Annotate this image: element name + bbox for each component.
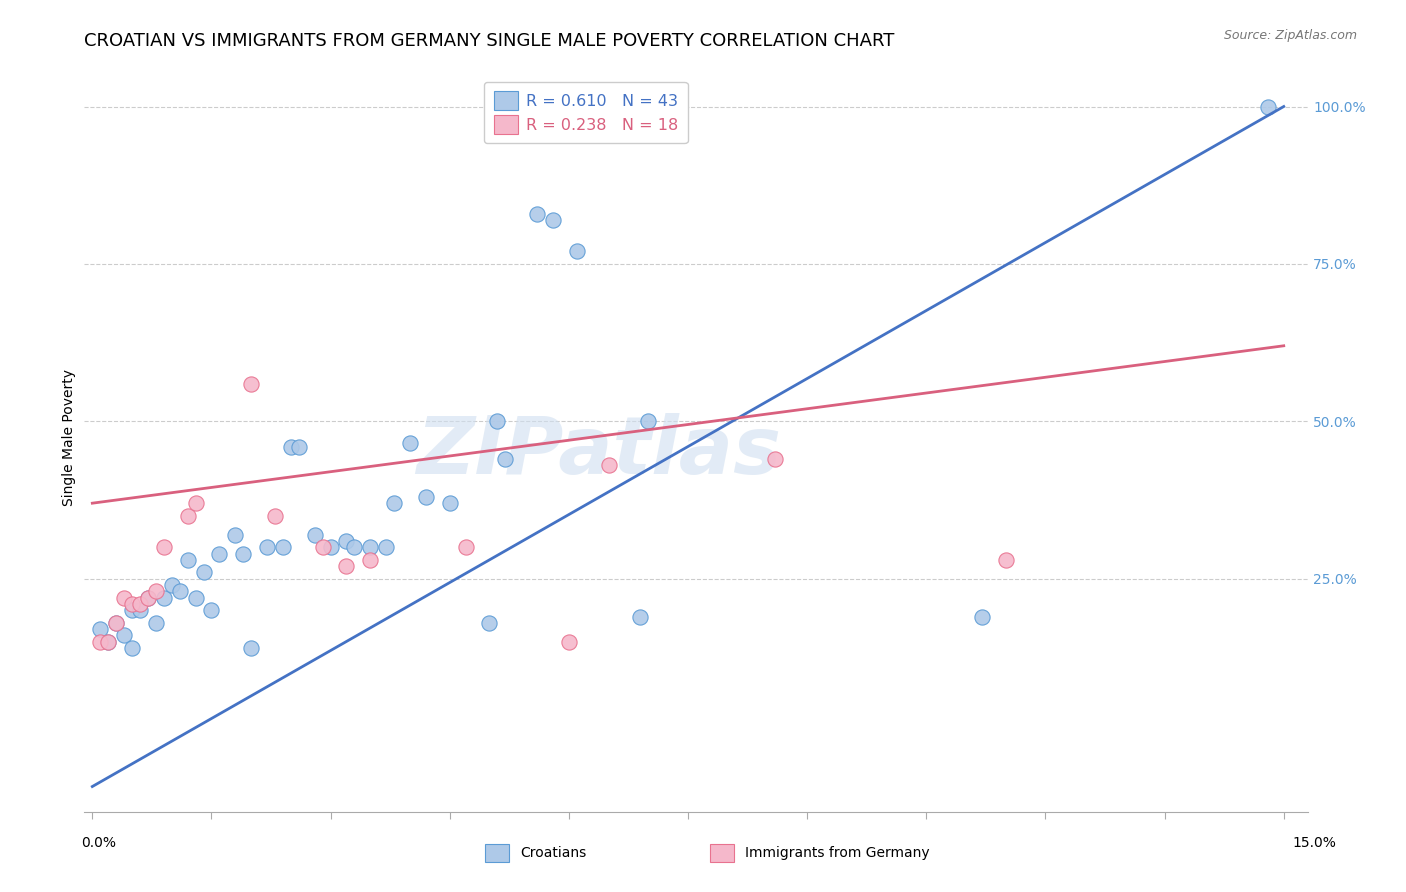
Point xyxy=(121,597,143,611)
Point xyxy=(152,591,174,605)
Point xyxy=(304,527,326,541)
Legend: R = 0.610   N = 43, R = 0.238   N = 18: R = 0.610 N = 43, R = 0.238 N = 18 xyxy=(484,82,688,144)
Point xyxy=(541,212,564,227)
Point xyxy=(558,634,581,648)
Point xyxy=(112,591,135,605)
Point xyxy=(136,591,159,605)
Point xyxy=(169,584,191,599)
Point xyxy=(193,566,215,580)
Text: 0.0%: 0.0% xyxy=(82,836,115,850)
Text: ZIPatlas: ZIPatlas xyxy=(416,413,780,491)
Point xyxy=(1257,99,1279,113)
Point xyxy=(184,591,207,605)
Point xyxy=(89,634,111,648)
Point xyxy=(494,452,516,467)
Point xyxy=(526,206,548,220)
Point xyxy=(343,541,366,555)
Point xyxy=(105,615,128,630)
Text: Croatians: Croatians xyxy=(520,846,586,860)
Point xyxy=(311,541,333,555)
Point xyxy=(628,609,651,624)
Point xyxy=(319,541,342,555)
Point xyxy=(121,603,143,617)
Point xyxy=(145,615,167,630)
Point xyxy=(240,640,263,655)
Point xyxy=(375,541,398,555)
Point xyxy=(335,559,357,574)
Y-axis label: Single Male Poverty: Single Male Poverty xyxy=(62,368,76,506)
Point xyxy=(288,440,311,454)
Text: CROATIAN VS IMMIGRANTS FROM GERMANY SINGLE MALE POVERTY CORRELATION CHART: CROATIAN VS IMMIGRANTS FROM GERMANY SING… xyxy=(84,32,894,50)
Point xyxy=(271,541,294,555)
Point xyxy=(494,99,516,113)
Point xyxy=(145,584,167,599)
Point xyxy=(359,541,381,555)
Point xyxy=(439,496,461,510)
Point xyxy=(763,452,786,467)
Point xyxy=(994,553,1017,567)
Point xyxy=(97,634,120,648)
Point xyxy=(89,622,111,636)
Point xyxy=(486,414,509,428)
Text: Source: ZipAtlas.com: Source: ZipAtlas.com xyxy=(1223,29,1357,42)
Point xyxy=(224,527,246,541)
Point xyxy=(970,609,993,624)
Point xyxy=(232,547,254,561)
Point xyxy=(399,436,422,450)
Point xyxy=(335,533,357,548)
Point xyxy=(382,496,405,510)
Text: 15.0%: 15.0% xyxy=(1292,836,1337,850)
Point xyxy=(105,615,128,630)
Text: Immigrants from Germany: Immigrants from Germany xyxy=(745,846,929,860)
Point xyxy=(152,541,174,555)
Point xyxy=(129,597,152,611)
Point xyxy=(598,458,620,473)
Point xyxy=(280,440,302,454)
Point xyxy=(176,508,198,523)
Point xyxy=(637,414,659,428)
Point xyxy=(112,628,135,642)
Point xyxy=(160,578,183,592)
Point xyxy=(415,490,437,504)
Point xyxy=(359,553,381,567)
Point xyxy=(454,541,477,555)
Point xyxy=(264,508,287,523)
Point xyxy=(208,547,231,561)
Point xyxy=(129,603,152,617)
Point xyxy=(136,591,159,605)
Point xyxy=(240,376,263,391)
Point xyxy=(184,496,207,510)
Point xyxy=(478,615,501,630)
Point xyxy=(565,244,588,259)
Point xyxy=(256,541,278,555)
Point xyxy=(121,640,143,655)
Point xyxy=(97,634,120,648)
Point xyxy=(200,603,222,617)
Point xyxy=(176,553,198,567)
